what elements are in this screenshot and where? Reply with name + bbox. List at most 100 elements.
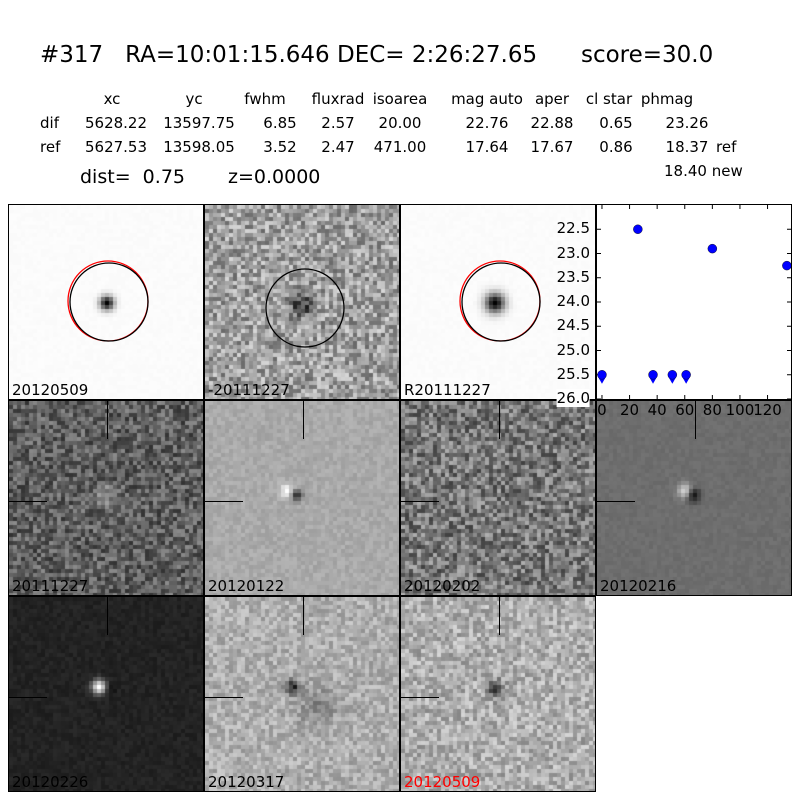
stamp-date-label: R20111227 [404, 381, 491, 399]
table-cell: 20.00 [378, 114, 422, 132]
stamp-image [9, 401, 203, 595]
crosshair-vertical [499, 401, 500, 439]
column-header: fwhm [244, 90, 286, 108]
column-header: fluxrad [311, 90, 365, 108]
table-cell: 6.85 [263, 114, 297, 132]
column-header: isoarea [372, 90, 428, 108]
x-tick-label: 20 [620, 401, 640, 419]
crosshair-vertical [499, 597, 500, 635]
y-tick-label: 25.0 [556, 340, 590, 359]
data-point [782, 260, 791, 271]
row-suffix: ref [716, 138, 737, 156]
stamp-date-label: 20120509 [12, 381, 89, 399]
stamp-image [9, 205, 203, 399]
candidate-title: #317 RA=10:01:15.646 DEC= 2:26:27.65 sco… [40, 42, 714, 68]
table-cell: 13598.05 [163, 138, 235, 156]
table-cell: 471.00 [373, 138, 427, 156]
x-tick-label: 40 [647, 401, 667, 419]
stamp-image [401, 597, 595, 791]
column-header: xc [103, 90, 121, 108]
table-cell: 5628.22 [84, 114, 148, 132]
new-phmag: 18.40 new [664, 162, 743, 180]
stamp-image [401, 401, 595, 595]
x-tick-label: 60 [675, 401, 695, 419]
column-header: phmag [640, 90, 694, 108]
data-point [633, 224, 643, 234]
table-cell: 5627.53 [84, 138, 148, 156]
column-header: cl star [585, 90, 633, 108]
image-stamp: 20120317 [204, 596, 400, 792]
column-header: aper [534, 90, 570, 108]
table-cell: 2.47 [321, 138, 355, 156]
stamp-date-label: 20120122 [208, 577, 285, 595]
stamp-date-label: 20111227 [12, 577, 89, 595]
row-label: dif [40, 114, 59, 132]
crosshair-horizontal [401, 697, 439, 698]
data-point [681, 370, 691, 380]
table-cell: 0.65 [599, 114, 633, 132]
image-stamp: 20120202 [400, 400, 596, 596]
stamp-date-label: 20120509 [404, 773, 481, 791]
aperture-circle [69, 262, 149, 342]
stamp-date-label: 20120317 [208, 773, 285, 791]
table-cell: 22.88 [530, 114, 574, 132]
row-label: ref [40, 138, 61, 156]
stamp-image [205, 401, 399, 595]
data-point [597, 370, 607, 380]
image-stamp: 20120122 [204, 400, 400, 596]
aperture-circle [265, 268, 345, 348]
crosshair-vertical [695, 401, 696, 439]
y-tick-label: 25.5 [556, 364, 590, 383]
lightcurve-plot [596, 204, 792, 400]
crosshair-vertical [303, 597, 304, 635]
x-tick-label: 80 [702, 401, 722, 419]
crosshair-horizontal [9, 697, 47, 698]
redshift-value: z=0.0000 [228, 166, 321, 188]
crosshair-vertical [303, 401, 304, 439]
image-stamp: 20120509 [8, 204, 204, 400]
stamp-image [205, 597, 399, 791]
image-stamp: 20120226 [8, 596, 204, 792]
x-tick-label: 120 [753, 401, 782, 419]
image-stamp: 20111227 [8, 400, 204, 596]
data-point [667, 370, 678, 380]
crosshair-horizontal [597, 501, 635, 502]
crosshair-horizontal [205, 697, 243, 698]
lightcurve-svg [597, 205, 791, 399]
stamp-image [401, 205, 595, 399]
crosshair-vertical [107, 597, 108, 635]
table-cell: 22.76 [465, 114, 509, 132]
crosshair-horizontal [401, 501, 439, 502]
crosshair-horizontal [205, 501, 243, 502]
image-stamp: -20111227 [204, 204, 400, 400]
table-cell: 17.64 [465, 138, 509, 156]
y-tick-label: 26.0 [556, 389, 590, 407]
stamp-date-label: -20111227 [208, 381, 290, 399]
image-stamp: 20120509 [400, 596, 596, 792]
column-header: yc [185, 90, 203, 108]
image-stamp: 20120216 [596, 400, 792, 596]
table-cell: 13597.75 [163, 114, 235, 132]
stamp-image [9, 597, 203, 791]
y-tick-label: 24.0 [556, 292, 590, 310]
data-point [707, 243, 718, 254]
x-tick-label: 100 [725, 401, 755, 419]
crosshair-horizontal [9, 501, 47, 502]
aperture-circle [461, 262, 541, 342]
column-header: mag auto [451, 90, 523, 108]
y-tick-label: 23.0 [556, 243, 590, 262]
stamp-date-label: 20120226 [12, 773, 89, 791]
stamp-date-label: 20120202 [404, 577, 481, 595]
y-tick-label: 22.5 [556, 219, 590, 238]
y-tick-label: 23.5 [556, 267, 590, 286]
stamp-image [597, 401, 791, 595]
data-point [648, 370, 658, 380]
crosshair-vertical [107, 401, 108, 439]
table-cell: 0.86 [599, 138, 633, 156]
y-tick-label: 24.5 [556, 316, 590, 335]
table-cell: 23.26 [665, 114, 709, 132]
table-cell: 18.37 [665, 138, 709, 156]
table-cell: 2.57 [321, 114, 355, 132]
x-tick-label: 0 [597, 401, 607, 419]
